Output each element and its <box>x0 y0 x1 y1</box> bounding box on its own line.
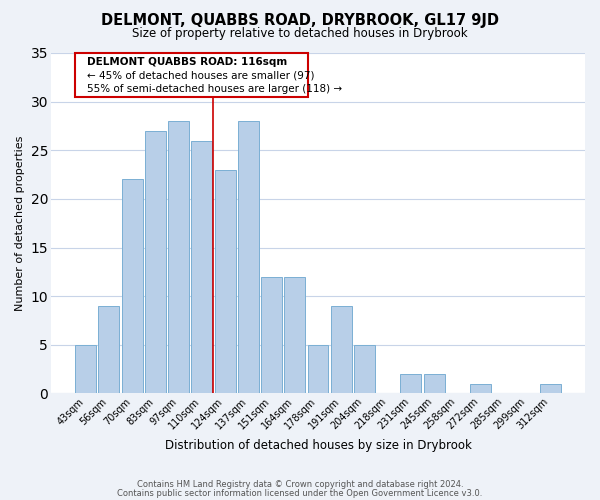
Bar <box>424 374 445 394</box>
Text: DELMONT QUABBS ROAD: 116sqm: DELMONT QUABBS ROAD: 116sqm <box>87 57 287 67</box>
Text: Size of property relative to detached houses in Drybrook: Size of property relative to detached ho… <box>132 28 468 40</box>
Y-axis label: Number of detached properties: Number of detached properties <box>15 136 25 311</box>
Bar <box>122 180 143 394</box>
Text: Contains HM Land Registry data © Crown copyright and database right 2024.: Contains HM Land Registry data © Crown c… <box>137 480 463 489</box>
Bar <box>191 140 212 394</box>
Bar <box>470 384 491 394</box>
Bar <box>308 345 328 394</box>
Bar <box>145 131 166 394</box>
Bar <box>261 276 282 394</box>
Bar <box>168 121 189 394</box>
Bar <box>354 345 375 394</box>
Bar <box>284 276 305 394</box>
Bar <box>215 170 236 394</box>
Bar <box>75 345 96 394</box>
Bar <box>331 306 352 394</box>
Text: 55% of semi-detached houses are larger (118) →: 55% of semi-detached houses are larger (… <box>87 84 342 94</box>
X-axis label: Distribution of detached houses by size in Drybrook: Distribution of detached houses by size … <box>164 440 472 452</box>
Text: ← 45% of detached houses are smaller (97): ← 45% of detached houses are smaller (97… <box>87 70 314 81</box>
Text: DELMONT, QUABBS ROAD, DRYBROOK, GL17 9JD: DELMONT, QUABBS ROAD, DRYBROOK, GL17 9JD <box>101 12 499 28</box>
Bar <box>98 306 119 394</box>
FancyBboxPatch shape <box>75 53 308 97</box>
Bar <box>238 121 259 394</box>
Bar <box>400 374 421 394</box>
Bar <box>540 384 561 394</box>
Text: Contains public sector information licensed under the Open Government Licence v3: Contains public sector information licen… <box>118 488 482 498</box>
